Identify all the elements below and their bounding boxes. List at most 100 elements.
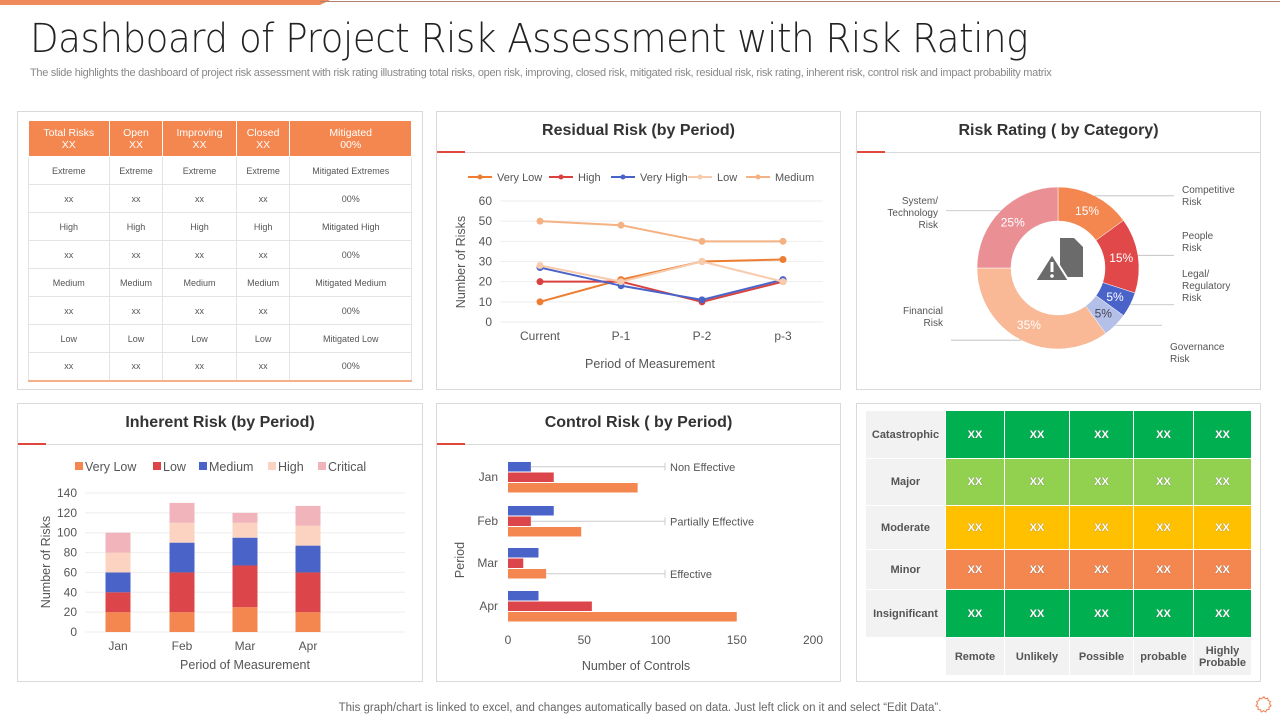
series-label: Effective <box>670 569 712 581</box>
matrix-cell: XX <box>1004 589 1070 638</box>
empty-corner <box>865 637 946 676</box>
bar-segment <box>232 607 258 632</box>
impact-label: Major <box>865 458 946 506</box>
category-label: Financial Risk <box>903 306 944 329</box>
data-point <box>779 255 787 263</box>
matrix-cell: XX <box>1004 410 1070 459</box>
x-tick-label: 150 <box>727 633 747 647</box>
slice-value-label: 5% <box>1095 306 1113 320</box>
bar <box>508 591 539 601</box>
y-tick-label: 50 <box>479 214 493 228</box>
impact-label: Minor <box>865 549 946 590</box>
x-tick-label: 200 <box>803 633 823 647</box>
category-label: People Risk <box>1182 231 1214 254</box>
probability-label: Highly Probable <box>1193 637 1252 676</box>
slice-value-label: 15% <box>1109 251 1133 265</box>
bar-segment <box>232 537 258 566</box>
impact-label: Catastrophic <box>865 410 946 459</box>
data-point <box>536 278 544 286</box>
legend-label: Low <box>717 172 737 184</box>
category-label: Competitive Risk <box>1182 185 1235 208</box>
risk-summary-table: Total Risks XX Open XX Improving XX Closed XX Mi… <box>28 120 412 382</box>
legend-marker <box>477 174 483 180</box>
x-tick-label: P-2 <box>693 329 712 343</box>
series-line-medium <box>539 220 783 243</box>
category-label-line: Risk <box>924 318 944 329</box>
category-label-line: Technology <box>887 208 938 219</box>
legend-swatch <box>199 462 207 470</box>
matrix-cell: XX <box>1069 505 1134 550</box>
category-label-line: Risk <box>1182 293 1202 304</box>
control-risk-panel: Control Risk ( by Period) <box>436 403 841 682</box>
table-cell: Mitigated Extremes <box>289 156 412 185</box>
y-tick-label: 10 <box>479 295 493 309</box>
divider <box>437 443 840 445</box>
matrix-row: Moderate XX XX XX XX XX <box>865 505 1252 550</box>
residual-risk-title: Residual Risk (by Period) <box>542 122 735 139</box>
table-header-row: Total Risks XX Open XX Improving XX Closed XX Mi… <box>28 120 412 157</box>
bar-segment <box>232 512 258 523</box>
y-tick-label: Jan <box>479 470 498 484</box>
matrix-cell: XX <box>1004 458 1070 506</box>
legend-label: Very Low <box>497 172 542 184</box>
matrix-cell: XX <box>945 458 1005 506</box>
header-line: 00% <box>340 138 362 151</box>
matrix-cell: XX <box>945 549 1005 590</box>
legend-swatch <box>75 462 83 470</box>
inherent-risk-panel: Inherent Risk (by Period) <box>17 403 423 682</box>
top-accent-bar <box>0 0 330 5</box>
top-rule <box>320 1 1280 2</box>
divider <box>857 151 1260 153</box>
y-tick-label: 80 <box>64 546 78 560</box>
y-tick-label: 60 <box>64 565 78 579</box>
bar-segment <box>169 542 195 573</box>
matrix-cell: XX <box>1193 589 1252 638</box>
table-cell: xx <box>28 184 110 213</box>
x-tick-label: p-3 <box>774 329 792 343</box>
legend-swatch <box>268 462 276 470</box>
bar <box>508 483 638 493</box>
matrix-row: Minor XX XX XX XX XX <box>865 549 1252 590</box>
x-tick-label: P-1 <box>612 329 631 343</box>
legend-marker <box>620 174 626 180</box>
bar <box>508 472 554 482</box>
category-label-line: Risk <box>1170 354 1190 365</box>
y-tick-label: 30 <box>479 255 493 269</box>
bar-segment <box>105 532 131 553</box>
bar <box>508 558 524 568</box>
header-line: XX <box>61 138 76 151</box>
legend-marker <box>755 174 761 180</box>
gear-icon <box>1255 695 1272 713</box>
probability-label: Unlikely <box>1004 637 1070 676</box>
slice-value-label: 35% <box>1017 318 1041 332</box>
legend-marker <box>697 174 703 180</box>
matrix-cell: XX <box>1193 549 1252 590</box>
inherent-risk-title: Inherent Risk (by Period) <box>125 414 315 431</box>
matrix-cell: XX <box>1069 549 1134 590</box>
table-cell: xx <box>162 352 237 382</box>
matrix-cell: XX <box>945 410 1005 459</box>
control-risk-title: Control Risk ( by Period) <box>544 414 733 431</box>
page-subtitle: The slide highlights the dashboard of pr… <box>30 67 1052 79</box>
x-axis-title: Period of Measurement <box>180 658 310 672</box>
series-line-low <box>539 260 784 283</box>
matrix-cell: XX <box>1133 589 1194 638</box>
x-tick-label: 100 <box>650 633 670 647</box>
table-row: xx xx xx xx 00% <box>28 184 412 213</box>
category-label: Legal/Regulatory Risk <box>1182 269 1230 304</box>
risk-rating-title: Risk Rating ( by Category) <box>958 122 1159 139</box>
category-label-line: Regulatory <box>1182 281 1230 292</box>
warning-mark <box>1050 262 1054 272</box>
slice-value-label: 15% <box>1075 204 1099 218</box>
legend-label: Low <box>163 460 187 474</box>
category-label-line: Governance <box>1170 342 1225 353</box>
residual-risk-panel: Residual Risk (by Period) <box>436 111 841 390</box>
bar-segment <box>169 572 195 613</box>
x-tick-label: 0 <box>505 633 512 647</box>
legend-label: Very Low <box>85 460 137 474</box>
category-label-line: System/ <box>902 196 938 207</box>
category-label-line: Financial <box>903 306 943 317</box>
matrix-cell: XX <box>1193 505 1252 550</box>
series-line-very-low <box>539 258 784 303</box>
table-cell: Low <box>108 324 164 353</box>
